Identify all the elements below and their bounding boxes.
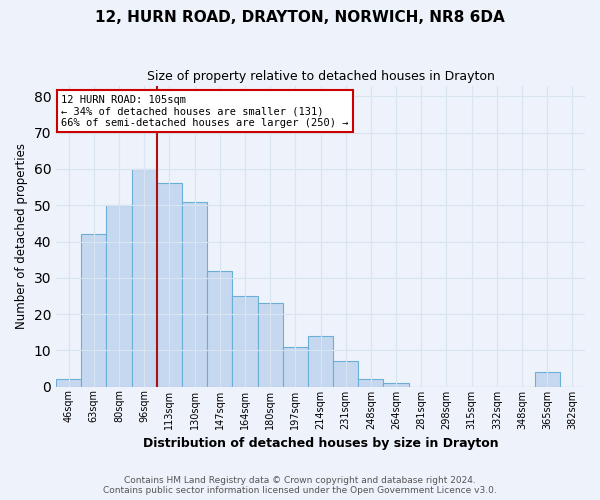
Bar [232, 296, 257, 386]
Bar [358, 380, 383, 386]
Bar [81, 234, 106, 386]
Bar [207, 270, 232, 386]
Bar [157, 184, 182, 386]
Y-axis label: Number of detached properties: Number of detached properties [15, 143, 28, 329]
Bar [257, 303, 283, 386]
Title: Size of property relative to detached houses in Drayton: Size of property relative to detached ho… [146, 70, 494, 83]
Bar [182, 202, 207, 386]
Bar [283, 346, 308, 387]
Bar [106, 206, 131, 386]
Text: 12 HURN ROAD: 105sqm
← 34% of detached houses are smaller (131)
66% of semi-deta: 12 HURN ROAD: 105sqm ← 34% of detached h… [61, 94, 349, 128]
Text: Contains HM Land Registry data © Crown copyright and database right 2024.
Contai: Contains HM Land Registry data © Crown c… [103, 476, 497, 495]
Bar [383, 383, 409, 386]
Bar [131, 169, 157, 386]
Bar [333, 361, 358, 386]
Bar [56, 380, 81, 386]
Bar [308, 336, 333, 386]
X-axis label: Distribution of detached houses by size in Drayton: Distribution of detached houses by size … [143, 437, 499, 450]
Text: 12, HURN ROAD, DRAYTON, NORWICH, NR8 6DA: 12, HURN ROAD, DRAYTON, NORWICH, NR8 6DA [95, 10, 505, 25]
Bar [535, 372, 560, 386]
